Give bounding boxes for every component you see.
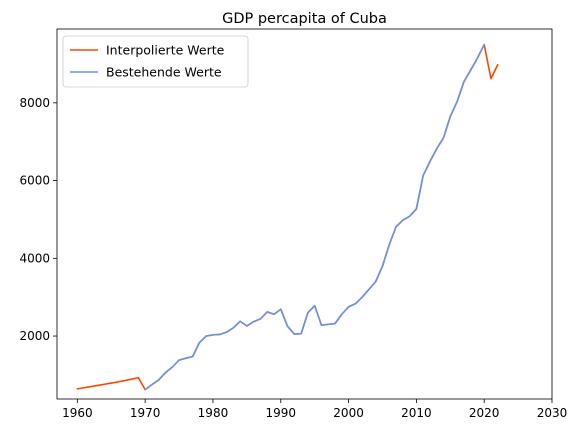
y-tick-label: 8000 [19,96,50,110]
y-tick-label: 4000 [19,251,50,265]
legend-box [62,35,249,88]
x-tick-label: 2030 [537,406,568,420]
y-tick-label: 6000 [19,174,50,188]
y-tick-label: 2000 [19,329,50,343]
x-tick-label: 1990 [265,406,296,420]
x-tick-label: 2000 [333,406,364,420]
y-axis: 2000 4000 6000 8000 [19,96,57,343]
legend: Interpolierte Werte Bestehende Werte [62,35,249,88]
x-tick-label: 1970 [130,406,161,420]
chart-title: GDP percapita of Cuba [222,11,387,27]
x-tick-label: 1960 [62,406,93,420]
series-line-existing [144,43,485,391]
legend-label: Bestehende Werte [106,65,222,80]
x-tick-label: 2010 [401,406,432,420]
series-layer [76,43,499,391]
x-axis: 1960 1970 1980 1990 2000 2010 2020 2030 [62,399,567,420]
x-tick-label: 1980 [198,406,229,420]
x-tick-label: 2020 [469,406,500,420]
plot-frame [56,28,553,400]
legend-label: Interpolierte Werte [106,43,225,58]
